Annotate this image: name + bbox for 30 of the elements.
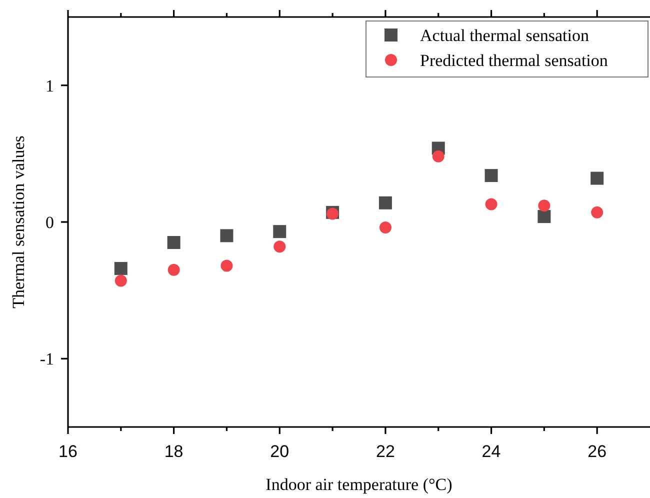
point (273, 225, 286, 238)
y-tick-label: -1 (40, 350, 54, 369)
point (114, 274, 127, 287)
point (538, 200, 550, 212)
x-axis-title: Indoor air temperature (°C) (266, 475, 452, 494)
y-tick-label: 0 (46, 212, 54, 232)
point (591, 206, 604, 218)
y-axis-title: Thermal sensation values (9, 136, 28, 308)
point (538, 210, 551, 224)
legend-label: Predicted thermal sensation (420, 50, 608, 70)
point (485, 198, 498, 210)
point (432, 150, 444, 162)
point (378, 196, 392, 210)
x-tick-label: 26 (588, 442, 607, 461)
point (114, 262, 128, 275)
point (220, 229, 234, 242)
point (484, 169, 498, 182)
x-tick-label: 16 (58, 442, 78, 461)
point (379, 221, 392, 234)
x-tick-label: 22 (376, 442, 395, 461)
y-tick-label: 1 (46, 76, 54, 96)
point (167, 236, 180, 249)
point (168, 264, 180, 276)
legend-label: Actual thermal sensation (420, 26, 590, 45)
x-tick-label: 18 (164, 442, 184, 461)
point (220, 260, 233, 272)
x-tick-label: 24 (482, 442, 501, 461)
point (274, 240, 286, 253)
x-tick-label: 20 (270, 442, 290, 461)
point (590, 172, 604, 185)
